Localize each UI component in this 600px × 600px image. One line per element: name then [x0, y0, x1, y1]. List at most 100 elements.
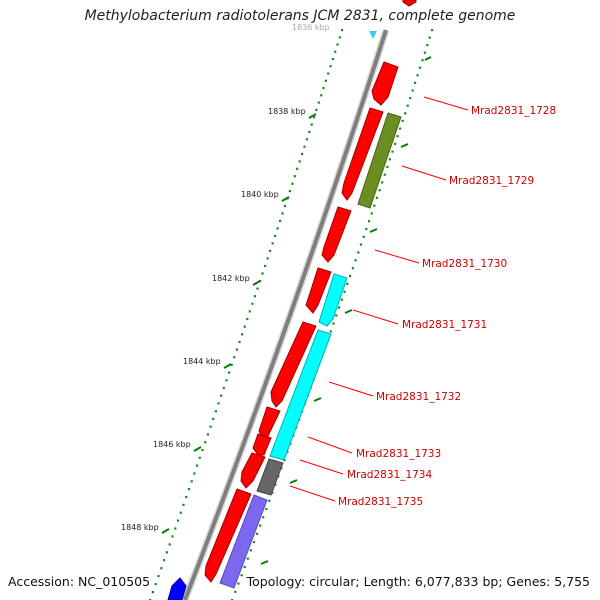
scale-tick: [308, 113, 317, 119]
scale-dot: [209, 425, 212, 428]
scale-dot: [291, 182, 294, 185]
scale-dot: [357, 251, 360, 254]
scale-dot: [185, 495, 188, 499]
gene-feature-marker: [369, 31, 377, 39]
gene-feature: [219, 494, 268, 589]
scale-dot: [256, 532, 259, 535]
scale-ticks: [161, 56, 432, 565]
leader-line: [401, 165, 447, 181]
gene-feature: [252, 433, 272, 456]
scale-dot: [362, 235, 365, 238]
scale-dot: [340, 298, 343, 301]
gene-features: [167, 0, 417, 600]
scale-dot: [313, 116, 316, 119]
scale-dot: [288, 190, 291, 193]
scale-dot: [217, 402, 220, 405]
scale-dot: [176, 519, 180, 522]
scale-dot: [248, 310, 251, 313]
scale-tick: [193, 446, 202, 452]
scale-dot: [253, 295, 256, 298]
scale-dot: [375, 196, 378, 199]
scale-dot: [336, 43, 339, 46]
scale-dot: [310, 123, 313, 126]
scale-dot: [246, 557, 249, 560]
scale-tick: [281, 196, 290, 202]
scale-dot: [322, 86, 325, 90]
scale-dot: [198, 456, 201, 459]
leader-line: [299, 459, 344, 475]
scale-dot: [179, 511, 182, 514]
scale-tick: [400, 143, 409, 148]
scale-dot: [238, 340, 241, 343]
gene-feature: [318, 273, 348, 327]
scale-dot: [281, 212, 284, 215]
gene-feature: [305, 267, 332, 314]
accession-text: Accession: NC_010505: [8, 574, 151, 589]
scale-dot: [373, 204, 376, 207]
scale-dot: [329, 65, 332, 68]
gene-feature: [240, 452, 266, 489]
scale-dot: [391, 150, 394, 153]
leader-line: [289, 485, 336, 502]
gene-label[interactable]: Mrad2831_1732: [376, 391, 461, 403]
scale-dot: [406, 104, 409, 107]
scale-dot: [426, 44, 429, 47]
gene-feature: [357, 112, 402, 209]
scale-dot: [293, 175, 296, 178]
scale-dot: [349, 274, 352, 278]
scale-dot: [214, 410, 217, 413]
scale-dot: [315, 108, 318, 111]
scale-dot: [404, 112, 407, 115]
scale-dot: [261, 272, 264, 275]
scale-dot: [301, 152, 304, 156]
scale-dot: [383, 173, 386, 176]
scale-dot: [201, 448, 204, 452]
scale-dot: [365, 227, 368, 231]
gene-label[interactable]: Mrad2831_1730: [422, 258, 507, 270]
scale-dot: [320, 94, 323, 97]
genome-backbone: [183, 29, 388, 600]
scale-dot: [160, 567, 163, 570]
gene-label[interactable]: Mrad2831_1733: [356, 448, 441, 460]
scale-dot: [331, 57, 334, 61]
gene-label[interactable]: Mrad2831_1728: [471, 105, 556, 117]
scale-dot: [296, 167, 299, 170]
scale-dot: [228, 371, 231, 374]
scale-dot: [182, 503, 185, 506]
scale-dot: [157, 575, 160, 578]
scale-dot: [240, 574, 243, 577]
gene-label[interactable]: Mrad2831_1729: [449, 175, 534, 187]
scale-dot: [335, 314, 338, 317]
scale-dot: [324, 79, 327, 82]
gene-feature: [270, 321, 317, 408]
gene-label[interactable]: Mrad2831_1735: [338, 496, 423, 508]
map-title: Methylobacterium radiotolerans JCM 2831,…: [84, 8, 516, 24]
scale-dot: [171, 535, 174, 538]
gene-label[interactable]: Mrad2831_1734: [347, 469, 432, 481]
scale-dot: [262, 516, 265, 519]
scale-tick: [161, 528, 170, 534]
leader-line: [374, 249, 420, 264]
tick-label: 1842 kbp: [212, 274, 250, 283]
scale-tick: [223, 363, 232, 369]
gene-feature: [371, 61, 399, 106]
tick-label: 1848 kbp: [121, 523, 159, 532]
scale-dot: [305, 138, 308, 141]
scale-dot: [151, 591, 154, 594]
scale-dot: [206, 433, 209, 436]
scale-dot: [317, 101, 320, 104]
scale-dot: [423, 51, 426, 54]
leader-line: [423, 96, 469, 111]
gene-label[interactable]: Mrad2831_1731: [402, 319, 487, 331]
scale-dot: [241, 333, 244, 336]
scale-dot: [283, 204, 287, 208]
label-leader-lines: [289, 96, 469, 502]
gene-feature: [269, 329, 332, 461]
scale-dot: [341, 29, 344, 32]
scale-dot: [249, 549, 252, 552]
scale-dot: [279, 219, 282, 222]
scale-dot: [418, 66, 422, 69]
leader-line: [307, 436, 353, 454]
genome-summary-text: Topology: circular; Length: 6,077,833 bp…: [246, 574, 590, 589]
scale-dot: [414, 81, 417, 84]
